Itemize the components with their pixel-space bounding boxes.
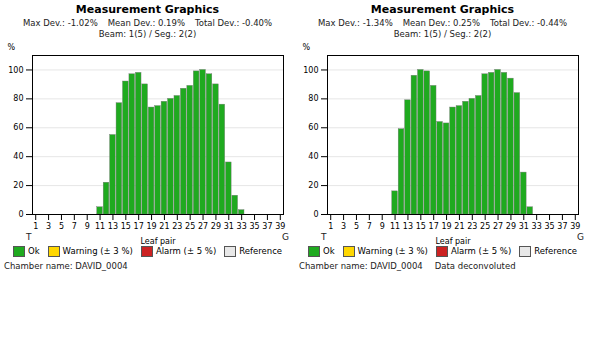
- svg-text:17: 17: [134, 222, 144, 231]
- svg-text:11: 11: [390, 222, 400, 231]
- svg-text:37: 37: [262, 222, 272, 231]
- svg-text:39: 39: [570, 222, 580, 231]
- svg-text:21: 21: [159, 222, 169, 231]
- svg-text:19: 19: [441, 222, 451, 231]
- svg-text:100: 100: [8, 66, 23, 75]
- svg-text:17: 17: [429, 222, 439, 231]
- svg-text:3: 3: [341, 222, 346, 231]
- svg-text:5: 5: [59, 222, 64, 231]
- html-text:Ok: Ok: [323, 246, 335, 256]
- svg-text:9: 9: [380, 222, 385, 231]
- svg-text:19: 19: [146, 222, 156, 231]
- html-text:Warning (± 3 %): Warning (± 3 %): [357, 246, 428, 256]
- svg-text:29: 29: [211, 222, 221, 231]
- svg-text:27: 27: [198, 222, 208, 231]
- svg-text:13: 13: [108, 222, 118, 231]
- svg-text:%: %: [303, 43, 311, 52]
- html-text:Warning (± 3 %): Warning (± 3 %): [62, 246, 133, 256]
- html-text:T: T: [321, 232, 327, 242]
- svg-text:80: 80: [13, 94, 23, 103]
- svg-text:13: 13: [403, 222, 413, 231]
- html-text:G: G: [282, 232, 289, 242]
- svg-text:21: 21: [454, 222, 464, 231]
- svg-text:23: 23: [467, 222, 477, 231]
- svg-text:35: 35: [249, 222, 259, 231]
- svg-text:60: 60: [308, 123, 318, 132]
- svg-text:25: 25: [185, 222, 195, 231]
- html-text:Mean Dev.: 0.19%: Mean Dev.: 0.19%: [107, 18, 185, 28]
- html-text:Max Dev.: -1.02%: Max Dev.: -1.02%: [23, 18, 98, 28]
- html-text:T: T: [26, 232, 32, 242]
- html-text:Ok: Ok: [28, 246, 40, 256]
- html-text:Chamber name: DAVID_0004: Chamber name: DAVID_0004: [299, 261, 423, 271]
- svg-text:20: 20: [13, 181, 23, 190]
- svg-text:33: 33: [237, 222, 247, 231]
- svg-text:33: 33: [532, 222, 542, 231]
- svg-text:25: 25: [480, 222, 490, 231]
- svg-text:37: 37: [557, 222, 567, 231]
- html-text:Mean Dev.: 0.25%: Mean Dev.: 0.25%: [402, 18, 480, 28]
- html-text:Beam: 1(5) / Seg.: 2(2): Beam: 1(5) / Seg.: 2(2): [393, 29, 492, 39]
- html-text:Reference: Reference: [534, 246, 577, 256]
- svg-text:7: 7: [72, 222, 77, 231]
- html-text:Total Dev.: -0.44%: Total Dev.: -0.44%: [490, 18, 567, 28]
- svg-text:0: 0: [18, 210, 23, 219]
- svg-text:%: %: [8, 43, 16, 52]
- svg-text:11: 11: [95, 222, 105, 231]
- html-text:Measurement Graphics: Measurement Graphics: [75, 3, 220, 16]
- html-text:Data deconvoluted: Data deconvoluted: [434, 261, 516, 271]
- html-text:Reference: Reference: [239, 246, 282, 256]
- svg-text:31: 31: [224, 222, 234, 231]
- html-text:Beam: 1(5) / Seg.: 2(2): Beam: 1(5) / Seg.: 2(2): [98, 29, 197, 39]
- svg-text:Leaf pair: Leaf pair: [436, 237, 472, 246]
- svg-text:3: 3: [46, 222, 51, 231]
- svg-text:23: 23: [172, 222, 182, 231]
- svg-text:35: 35: [544, 222, 554, 231]
- html-text:G: G: [577, 232, 584, 242]
- svg-text:Leaf pair: Leaf pair: [141, 237, 177, 246]
- svg-text:27: 27: [493, 222, 503, 231]
- html-text:Chamber name: DAVID_0004: Chamber name: DAVID_0004: [4, 261, 128, 271]
- svg-text:15: 15: [121, 222, 131, 231]
- svg-text:9: 9: [85, 222, 90, 231]
- html-text:Max Dev.: -1.34%: Max Dev.: -1.34%: [318, 18, 393, 28]
- svg-text:1: 1: [33, 222, 38, 231]
- html-text:Alarm (± 5 %): Alarm (± 5 %): [155, 246, 217, 256]
- svg-text:15: 15: [416, 222, 426, 231]
- svg-text:40: 40: [308, 152, 318, 161]
- svg-text:40: 40: [13, 152, 23, 161]
- svg-text:60: 60: [13, 123, 23, 132]
- html-text:Total Dev.: -0.40%: Total Dev.: -0.40%: [195, 18, 272, 28]
- svg-text:5: 5: [354, 222, 359, 231]
- html-text:Alarm (± 5 %): Alarm (± 5 %): [450, 246, 512, 256]
- svg-text:100: 100: [303, 66, 318, 75]
- svg-text:1: 1: [328, 222, 333, 231]
- svg-text:7: 7: [367, 222, 372, 231]
- svg-text:0: 0: [313, 210, 318, 219]
- svg-text:80: 80: [308, 94, 318, 103]
- svg-text:39: 39: [275, 222, 285, 231]
- svg-text:31: 31: [519, 222, 529, 231]
- html-text:Measurement Graphics: Measurement Graphics: [370, 3, 515, 16]
- svg-text:29: 29: [506, 222, 516, 231]
- svg-text:20: 20: [308, 181, 318, 190]
